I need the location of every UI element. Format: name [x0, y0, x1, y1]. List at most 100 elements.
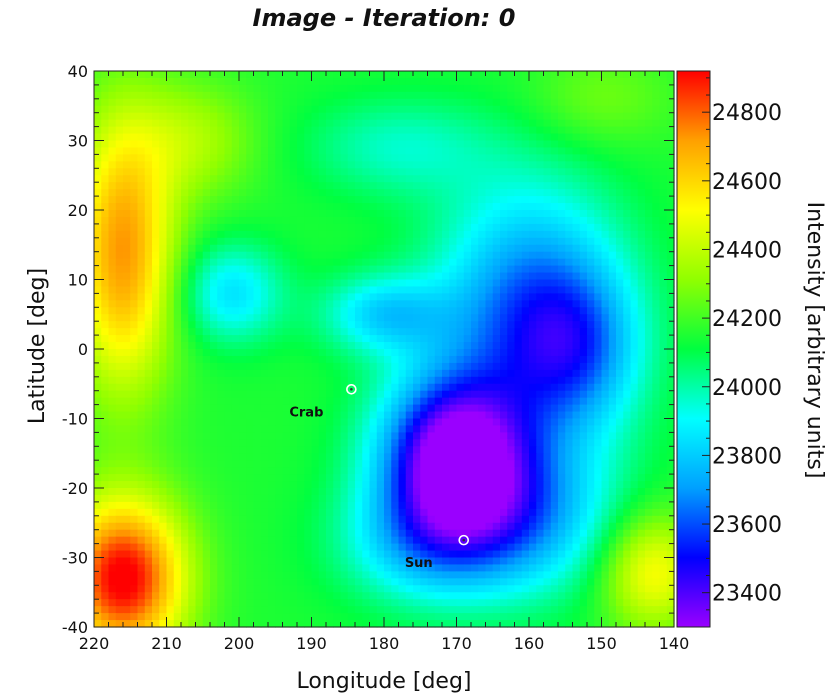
- heatmap-cell: [94, 307, 102, 315]
- heatmap-cell: [188, 314, 197, 322]
- heatmap-cell: [543, 196, 552, 204]
- heatmap-cell: [115, 91, 124, 100]
- heatmap-cell: [340, 342, 349, 350]
- heatmap-cell: [369, 376, 378, 385]
- heatmap-cell: [231, 251, 240, 260]
- heatmap-cell: [253, 439, 262, 447]
- heatmap-cell: [123, 488, 131, 496]
- heatmap-cell: [239, 272, 247, 281]
- heatmap-cell: [376, 105, 385, 114]
- heatmap-cell: [427, 474, 436, 482]
- heatmap-cell: [210, 140, 218, 149]
- heatmap-cell: [391, 404, 400, 413]
- heatmap-cell: [326, 258, 334, 267]
- heatmap-cell: [594, 105, 603, 114]
- heatmap-cell: [558, 355, 566, 364]
- heatmap-cell: [514, 230, 523, 239]
- heatmap-cell: [536, 265, 545, 274]
- heatmap-cell: [130, 467, 139, 475]
- heatmap-cell: [579, 182, 588, 190]
- heatmap-cell: [456, 279, 465, 288]
- heatmap-cell: [594, 147, 603, 155]
- heatmap-cell: [326, 432, 334, 440]
- heatmap-cell: [275, 300, 284, 308]
- heatmap-cell: [637, 189, 646, 197]
- heatmap-cell: [529, 411, 537, 420]
- heatmap-cell: [434, 258, 443, 267]
- heatmap-cell: [166, 161, 175, 169]
- heatmap-cell: [500, 286, 508, 294]
- heatmap-cell: [608, 84, 617, 93]
- heatmap-cell: [645, 342, 653, 350]
- heatmap-cell: [608, 140, 617, 149]
- heatmap-cell: [260, 71, 269, 79]
- heatmap-cell: [471, 321, 479, 329]
- heatmap-cell: [130, 84, 139, 93]
- heatmap-cell: [282, 481, 291, 489]
- heatmap-cell: [630, 453, 639, 461]
- heatmap-cell: [630, 140, 639, 149]
- heatmap-cell: [224, 119, 233, 128]
- heatmap-cell: [507, 467, 516, 475]
- heatmap-cell: [616, 196, 624, 204]
- heatmap-cell: [137, 342, 146, 350]
- heatmap-cell: [652, 439, 661, 447]
- heatmap-cell: [173, 133, 182, 142]
- heatmap-cell: [224, 161, 233, 169]
- heatmap-cell: [210, 446, 218, 454]
- heatmap-cell: [384, 251, 392, 260]
- heatmap-cell: [123, 133, 131, 142]
- heatmap-cell: [550, 119, 559, 128]
- heatmap-cell: [478, 411, 487, 420]
- heatmap-cell: [449, 279, 458, 288]
- heatmap-cell: [449, 418, 458, 427]
- heatmap-cell: [224, 168, 233, 176]
- heatmap-cell: [543, 349, 552, 357]
- heatmap-cell: [181, 112, 189, 121]
- heatmap-cell: [173, 300, 182, 308]
- heatmap-cell: [449, 446, 458, 454]
- heatmap-cell: [181, 91, 189, 100]
- heatmap-cell: [405, 293, 414, 301]
- heatmap-cell: [652, 251, 661, 260]
- heatmap-cell: [492, 432, 501, 440]
- heatmap-cell: [355, 481, 363, 489]
- heatmap-cell: [565, 474, 574, 482]
- heatmap-cell: [449, 216, 458, 225]
- heatmap-cell: [616, 258, 624, 267]
- heatmap-cell: [601, 98, 610, 107]
- heatmap-cell: [514, 154, 523, 162]
- heatmap-cell: [173, 237, 182, 246]
- heatmap-cell: [471, 342, 479, 350]
- heatmap-cell: [115, 494, 124, 503]
- heatmap-cell: [217, 84, 226, 93]
- heatmap-cell: [659, 147, 668, 155]
- heatmap-cell: [144, 418, 153, 427]
- heatmap-cell: [318, 251, 327, 260]
- heatmap-cell: [384, 328, 392, 336]
- heatmap-cell: [224, 279, 233, 288]
- heatmap-cell: [666, 84, 675, 93]
- heatmap-cell: [594, 133, 603, 142]
- heatmap-cell: [130, 481, 139, 489]
- heatmap-cell: [101, 182, 110, 190]
- heatmap-cell: [123, 71, 131, 79]
- heatmap-cell: [413, 362, 421, 371]
- heatmap-cell: [492, 210, 501, 218]
- heatmap-cell: [565, 98, 574, 107]
- heatmap-cell: [485, 467, 494, 475]
- heatmap-cell: [101, 237, 110, 246]
- heatmap-cell: [355, 91, 363, 100]
- heatmap-cell: [572, 432, 581, 440]
- heatmap-cell: [130, 182, 139, 190]
- heatmap-cell: [268, 279, 276, 288]
- heatmap-cell: [652, 175, 661, 183]
- heatmap-cell: [333, 91, 342, 100]
- heatmap-cell: [536, 161, 545, 169]
- heatmap-cell: [500, 161, 508, 169]
- heatmap-cell: [572, 84, 581, 93]
- heatmap-cell: [420, 439, 429, 447]
- heatmap-cell: [311, 91, 320, 100]
- heatmap-cell: [333, 467, 342, 475]
- heatmap-cell: [413, 397, 421, 406]
